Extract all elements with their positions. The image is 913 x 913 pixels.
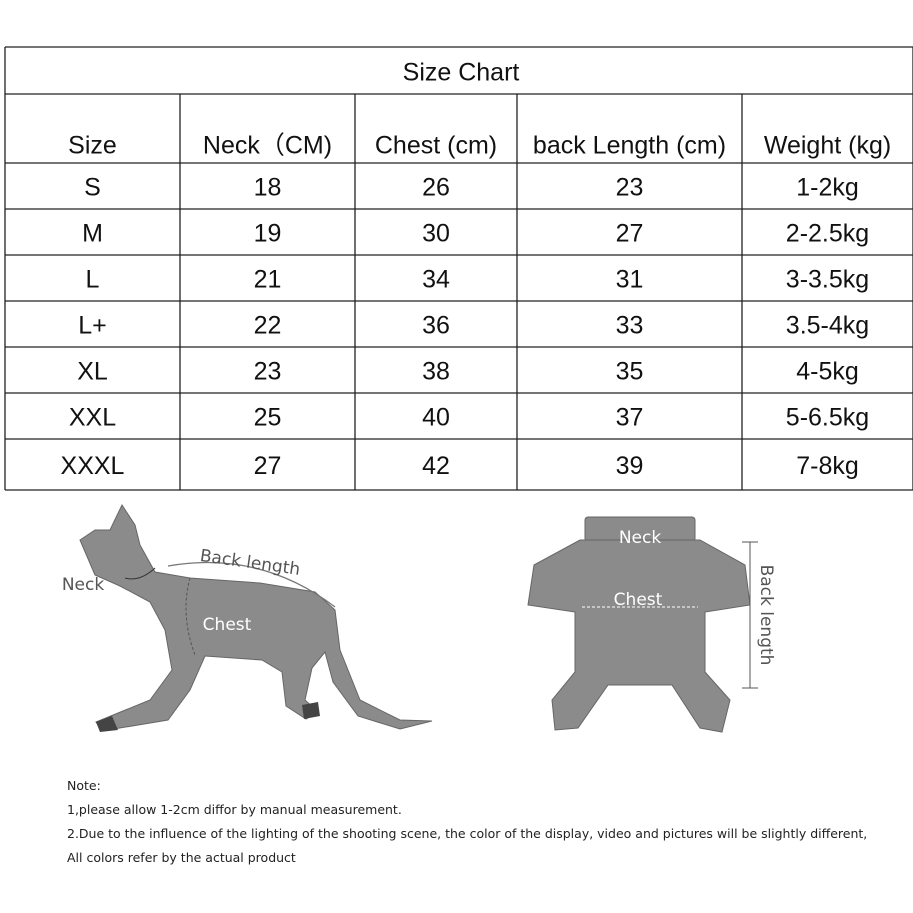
- notes: Note: 1,please allow 1-2cm diffor by manu…: [67, 778, 867, 865]
- table-cell: XXL: [69, 404, 116, 432]
- table-cell: 34: [422, 266, 450, 294]
- table-cell: 22: [254, 312, 282, 340]
- table-cell: L: [86, 266, 100, 294]
- table-cell: 37: [616, 404, 644, 432]
- back-length-arrow: [167, 561, 336, 608]
- table-cell: XXXL: [61, 452, 125, 480]
- note-line: 1,please allow 1-2cm diffor by manual me…: [67, 802, 402, 817]
- table-cell: 31: [616, 266, 644, 294]
- note-line: Note:: [67, 778, 101, 793]
- header-cell: Weight (kg): [764, 132, 891, 160]
- table-cell: 5-6.5kg: [786, 404, 869, 432]
- table-cell: 38: [422, 358, 450, 386]
- table-cell: 27: [254, 452, 282, 480]
- table-cell: 42: [422, 452, 450, 480]
- table-title: Size Chart: [403, 59, 520, 87]
- table-cell: 2-2.5kg: [786, 220, 869, 248]
- table-cell: XL: [77, 358, 108, 386]
- table-cell: 21: [254, 266, 282, 294]
- table-cell: 35: [616, 358, 644, 386]
- header-cell: Neck（CM): [203, 132, 332, 160]
- table-cell: M: [82, 220, 103, 248]
- table-cell: L+: [78, 312, 107, 340]
- cat-back-length-label: Back length: [199, 546, 302, 580]
- cat-chest-label: Chest: [203, 615, 252, 635]
- note-line: All colors refer by the actual product: [67, 850, 296, 865]
- table-cell: 7-8kg: [796, 452, 859, 480]
- table-cell: 18: [254, 174, 282, 202]
- table-cell: 40: [422, 404, 450, 432]
- table-cell: 19: [254, 220, 282, 248]
- table-cell: 1-2kg: [796, 174, 859, 202]
- table-cell: 23: [254, 358, 282, 386]
- header-cell: Size: [68, 132, 117, 160]
- header-cell: back Length (cm): [533, 132, 726, 160]
- table-cell: 25: [254, 404, 282, 432]
- table-cell: 30: [422, 220, 450, 248]
- garment-back-length-label: Back length: [756, 565, 776, 666]
- garment-neck-label: Neck: [619, 528, 662, 548]
- header-cell: Chest (cm): [375, 132, 497, 160]
- garment-body: [527, 539, 751, 733]
- chest-line: [185, 577, 196, 656]
- table-cell: 39: [616, 452, 644, 480]
- note-line: 2.Due to the influence of the lighting o…: [67, 826, 867, 841]
- cat-silhouette: [79, 503, 433, 732]
- garment-illustration: [527, 516, 758, 733]
- garment-chest-label: Chest: [614, 590, 663, 610]
- table-cell: 3.5-4kg: [786, 312, 869, 340]
- table-cell: 23: [616, 174, 644, 202]
- table-cell: 36: [422, 312, 450, 340]
- table-cell: S: [84, 174, 101, 202]
- table-cell: 4-5kg: [796, 358, 859, 386]
- size-table: Size Neck（CM) Chest (cm) back Length (cm) We…: [4, 46, 913, 491]
- table-cell: 27: [616, 220, 644, 248]
- table-cell: 33: [616, 312, 644, 340]
- neck-line: [124, 567, 156, 580]
- cat-illustration: Neck Back length Chest: [62, 503, 433, 732]
- cat-neck-label: Neck: [62, 575, 105, 595]
- table-cell: 26: [422, 174, 450, 202]
- table-cell: 3-3.5kg: [786, 266, 869, 294]
